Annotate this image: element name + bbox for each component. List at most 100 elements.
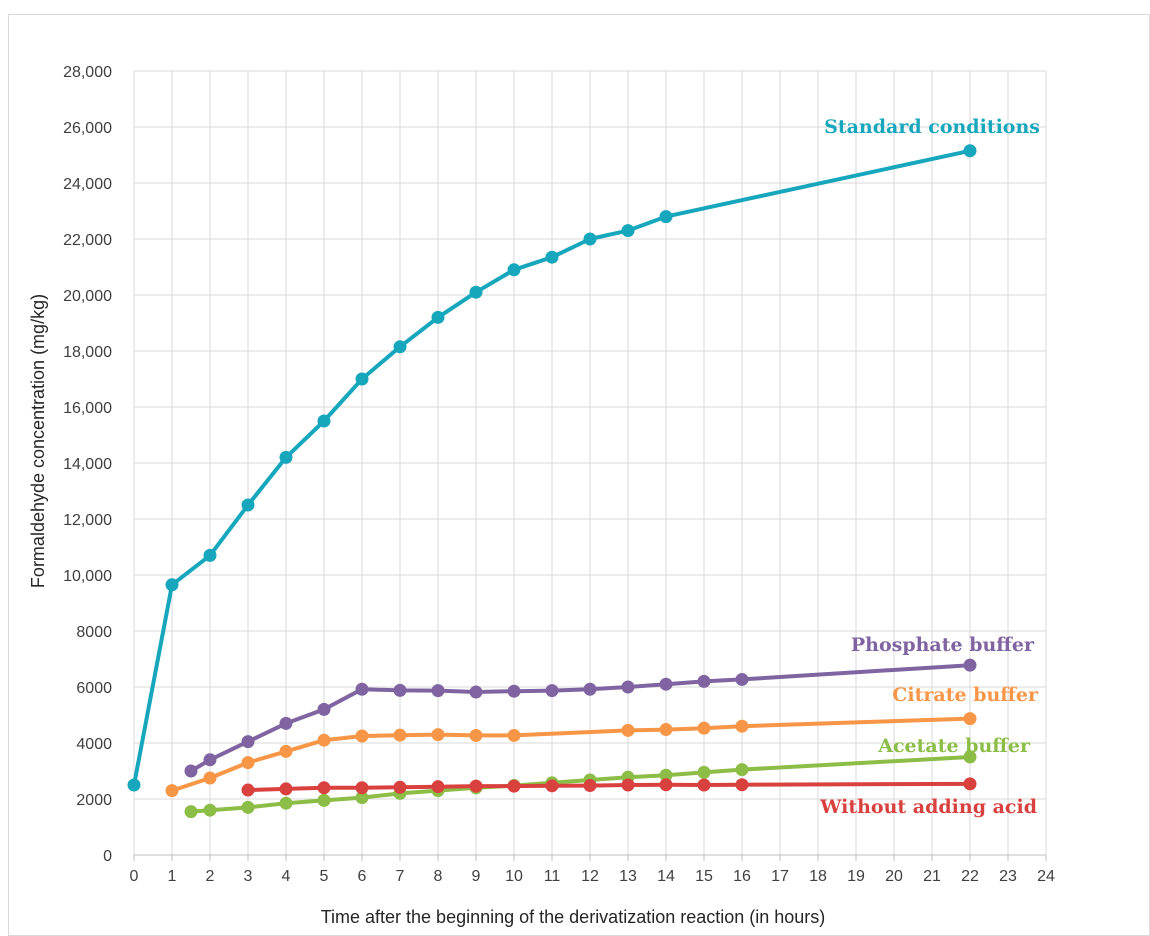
data-point bbox=[355, 729, 369, 743]
data-point bbox=[545, 684, 559, 698]
data-point bbox=[621, 723, 635, 737]
data-point bbox=[355, 372, 369, 386]
series-lines bbox=[127, 144, 977, 819]
y-tick-label: 12,000 bbox=[63, 512, 112, 529]
data-point bbox=[735, 778, 749, 792]
x-tick-label: 8 bbox=[434, 868, 443, 885]
series-phosphate-buffer bbox=[184, 658, 977, 778]
data-point bbox=[621, 680, 635, 694]
x-tick-label: 13 bbox=[619, 868, 637, 885]
data-point bbox=[431, 780, 445, 794]
data-point bbox=[583, 232, 597, 246]
x-axis-title: Time after the beginning of the derivati… bbox=[321, 907, 826, 927]
x-tick-label: 3 bbox=[244, 868, 253, 885]
y-tick-label: 14,000 bbox=[63, 456, 112, 473]
series-label: Acetate buffer bbox=[877, 735, 1031, 757]
x-tick-label: 10 bbox=[505, 868, 523, 885]
y-tick-label: 10,000 bbox=[63, 568, 112, 585]
y-tick-label: 8000 bbox=[76, 624, 112, 641]
x-tick-label: 2 bbox=[206, 868, 215, 885]
data-point bbox=[431, 684, 445, 698]
data-point bbox=[165, 784, 179, 798]
x-tick-label: 9 bbox=[472, 868, 481, 885]
data-point bbox=[355, 781, 369, 795]
data-point bbox=[621, 224, 635, 238]
data-point bbox=[507, 684, 521, 698]
y-tick-label: 4000 bbox=[76, 736, 112, 753]
data-point bbox=[241, 756, 255, 770]
data-point bbox=[469, 728, 483, 742]
series-label: Citrate buffer bbox=[892, 684, 1039, 706]
series-line bbox=[132, 148, 972, 787]
data-point bbox=[393, 683, 407, 697]
data-point bbox=[507, 779, 521, 793]
data-point bbox=[203, 753, 217, 767]
axes: 0 1 2 3 4 5 6 7 8 9 10 11 12 13 14 15 16 17 18 19 20 21 22 23 24… bbox=[63, 64, 1055, 885]
data-point bbox=[963, 658, 977, 672]
data-point bbox=[963, 750, 977, 764]
y-axis-title: Formaldehyde concentration (mg/kg) bbox=[28, 294, 48, 588]
data-point bbox=[317, 414, 331, 428]
data-point bbox=[697, 674, 711, 688]
data-point bbox=[469, 779, 483, 793]
x-tick-label: 14 bbox=[657, 868, 675, 885]
data-point bbox=[279, 744, 293, 758]
y-tick-label: 22,000 bbox=[63, 232, 112, 249]
data-point bbox=[279, 450, 293, 464]
data-point bbox=[241, 498, 255, 512]
data-point bbox=[355, 791, 369, 805]
data-point bbox=[507, 263, 521, 277]
data-point bbox=[127, 778, 141, 792]
data-point bbox=[659, 723, 673, 737]
data-point bbox=[697, 765, 711, 779]
data-point bbox=[279, 782, 293, 796]
data-point bbox=[393, 728, 407, 742]
x-tick-label: 12 bbox=[581, 868, 599, 885]
x-tick-label: 1 bbox=[168, 868, 177, 885]
data-point bbox=[545, 779, 559, 793]
data-point bbox=[469, 285, 483, 299]
x-tick-label: 24 bbox=[1037, 868, 1055, 885]
data-point bbox=[963, 144, 977, 158]
x-tick-label: 19 bbox=[847, 868, 865, 885]
y-tick-label: 20,000 bbox=[63, 288, 112, 305]
data-point bbox=[279, 716, 293, 730]
series-label: Standard conditions bbox=[824, 116, 1040, 138]
data-point bbox=[184, 805, 198, 819]
x-tick-label: 20 bbox=[885, 868, 903, 885]
x-tick-label: 18 bbox=[809, 868, 827, 885]
data-point bbox=[659, 210, 673, 224]
x-tick-label: 17 bbox=[771, 868, 789, 885]
y-tick-label: 0 bbox=[103, 848, 112, 865]
y-tick-label: 2000 bbox=[76, 792, 112, 809]
data-point bbox=[735, 719, 749, 733]
y-tick-label: 6000 bbox=[76, 680, 112, 697]
y-tick-label: 28,000 bbox=[63, 64, 112, 81]
series-citrate-buffer bbox=[165, 712, 977, 798]
x-tick-label: 21 bbox=[923, 868, 941, 885]
data-point bbox=[583, 779, 597, 793]
data-point bbox=[317, 793, 331, 807]
data-point bbox=[203, 548, 217, 562]
x-tick-label: 7 bbox=[396, 868, 405, 885]
data-point bbox=[203, 771, 217, 785]
data-point bbox=[431, 310, 445, 324]
data-point bbox=[963, 712, 977, 726]
data-point bbox=[621, 778, 635, 792]
data-point bbox=[469, 685, 483, 699]
data-point bbox=[659, 677, 673, 691]
data-point bbox=[735, 672, 749, 686]
data-point bbox=[241, 783, 255, 797]
x-tick-label: 6 bbox=[358, 868, 367, 885]
data-point bbox=[697, 778, 711, 792]
series-line bbox=[189, 663, 972, 773]
data-point bbox=[165, 578, 179, 592]
data-point bbox=[393, 340, 407, 354]
data-point bbox=[545, 250, 559, 264]
data-point bbox=[241, 800, 255, 814]
x-tick-label: 5 bbox=[320, 868, 329, 885]
grid-lines bbox=[133, 70, 1047, 856]
data-point bbox=[393, 780, 407, 794]
y-tick-label: 24,000 bbox=[63, 176, 112, 193]
